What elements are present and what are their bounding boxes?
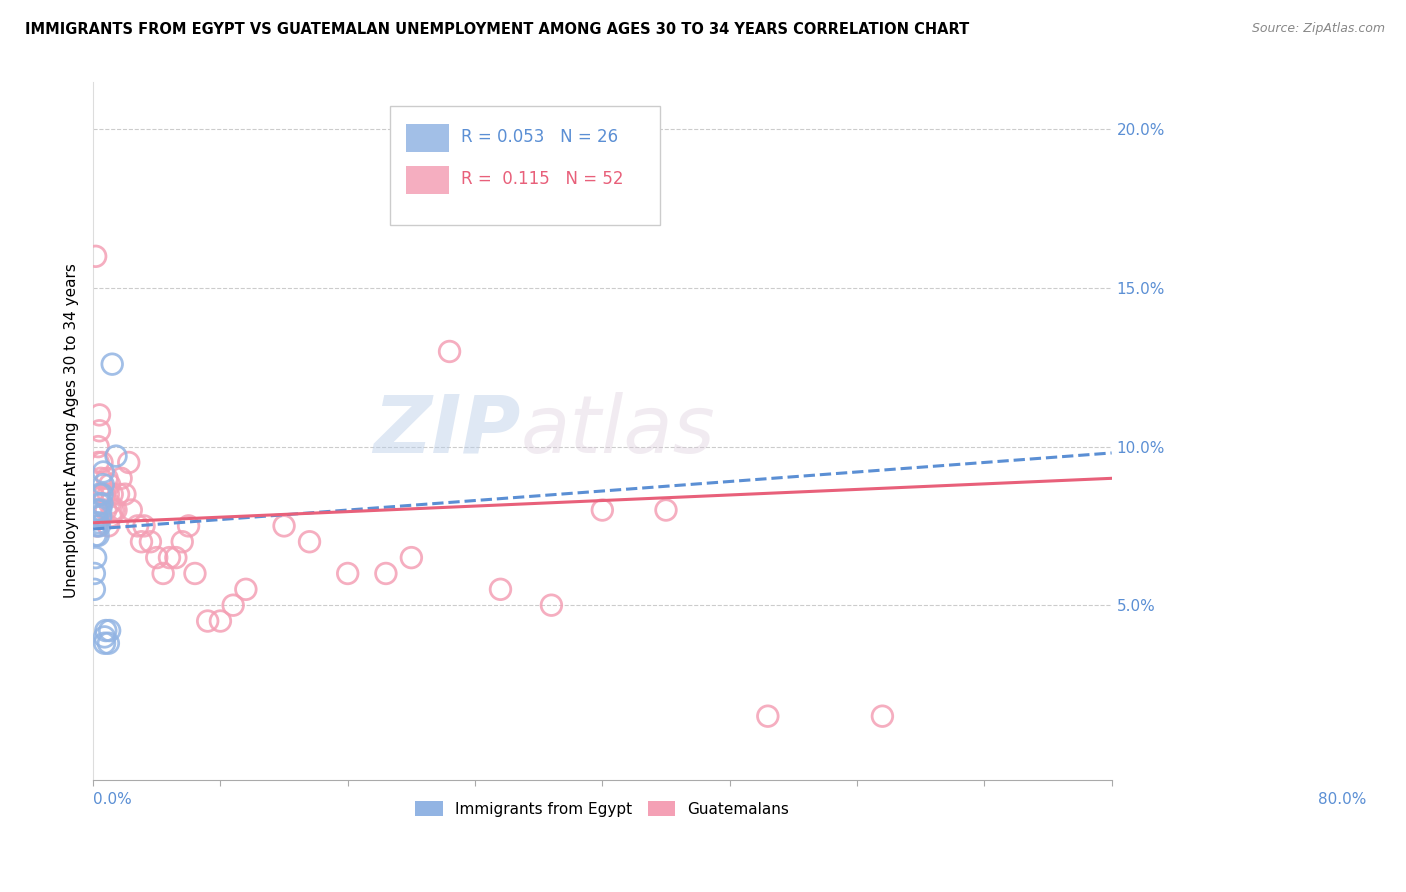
Point (91, 465, 114, 479)
Y-axis label: Unemployment Among Ages 30 to 34 years: Unemployment Among Ages 30 to 34 years (65, 263, 79, 599)
Point (110, 471, 132, 485)
Point (401, 550, 423, 565)
Legend: Immigrants from Egypt, Guatemalans: Immigrants from Egypt, Guatemalans (408, 793, 797, 824)
Point (84, 249, 107, 263)
Point (145, 550, 167, 565)
Point (159, 550, 181, 565)
Point (101, 357, 124, 371)
Point (86, 519, 108, 533)
Point (98, 477, 121, 491)
Point (91, 497, 114, 511)
Text: ZIP: ZIP (374, 392, 520, 470)
Point (90, 471, 112, 485)
Point (89, 487, 111, 501)
Point (591, 503, 613, 517)
Point (91, 487, 114, 501)
Point (91, 455, 114, 469)
Point (89, 519, 111, 533)
Point (98, 624, 121, 638)
Point (83, 582, 105, 597)
Point (96, 471, 118, 485)
Point (93, 487, 115, 501)
Point (94, 624, 117, 638)
Point (97, 519, 120, 533)
Point (90, 503, 112, 517)
Text: atlas: atlas (520, 392, 716, 470)
Point (93, 630, 115, 644)
Point (101, 487, 124, 501)
Point (489, 582, 512, 597)
Point (127, 519, 149, 533)
Point (374, 566, 396, 581)
Point (91, 487, 114, 501)
Bar (406, 124, 449, 152)
Point (91, 477, 114, 491)
Point (222, 598, 245, 612)
Point (86, 519, 108, 533)
Point (87, 455, 110, 469)
Point (87, 516, 110, 530)
Point (209, 614, 232, 628)
Point (89, 497, 111, 511)
Text: IMMIGRANTS FROM EGYPT VS GUATEMALAN UNEMPLOYMENT AMONG AGES 30 TO 34 YEARS CORRE: IMMIGRANTS FROM EGYPT VS GUATEMALAN UNEM… (25, 22, 970, 37)
Point (107, 487, 129, 501)
Point (132, 519, 155, 533)
Point (114, 487, 136, 501)
Text: R = 0.053   N = 26: R = 0.053 N = 26 (461, 128, 617, 146)
Bar (406, 166, 449, 194)
Point (89, 408, 111, 422)
Point (97, 487, 120, 501)
Point (540, 598, 562, 612)
Point (86, 509, 108, 524)
Point (872, 709, 894, 723)
Text: 0.0%: 0.0% (93, 792, 132, 807)
Point (84, 528, 107, 542)
Point (235, 582, 257, 597)
Point (439, 344, 461, 359)
Point (139, 534, 162, 549)
Point (152, 566, 174, 581)
Point (336, 566, 359, 581)
Point (93, 636, 115, 650)
Text: R =  0.115   N = 52: R = 0.115 N = 52 (461, 169, 623, 188)
Point (120, 503, 142, 517)
Point (172, 534, 194, 549)
Point (105, 503, 128, 517)
Point (131, 534, 153, 549)
Point (89, 424, 111, 438)
Text: Source: ZipAtlas.com: Source: ZipAtlas.com (1251, 22, 1385, 36)
Text: 80.0%: 80.0% (1317, 792, 1367, 807)
Point (298, 534, 321, 549)
Point (94, 503, 117, 517)
Point (98, 497, 121, 511)
Point (273, 519, 295, 533)
Point (177, 519, 200, 533)
Point (83, 566, 105, 581)
Point (165, 550, 187, 565)
Point (655, 503, 678, 517)
Point (105, 449, 128, 463)
Point (197, 614, 219, 628)
Point (100, 509, 122, 524)
Point (118, 455, 141, 469)
Point (87, 528, 110, 542)
Point (86, 503, 108, 517)
Point (90, 509, 112, 524)
Point (84, 550, 107, 565)
Point (756, 709, 779, 723)
Point (97, 636, 120, 650)
Point (103, 503, 125, 517)
FancyBboxPatch shape (391, 106, 661, 225)
Point (184, 566, 207, 581)
Point (87, 440, 110, 454)
Point (87, 503, 110, 517)
